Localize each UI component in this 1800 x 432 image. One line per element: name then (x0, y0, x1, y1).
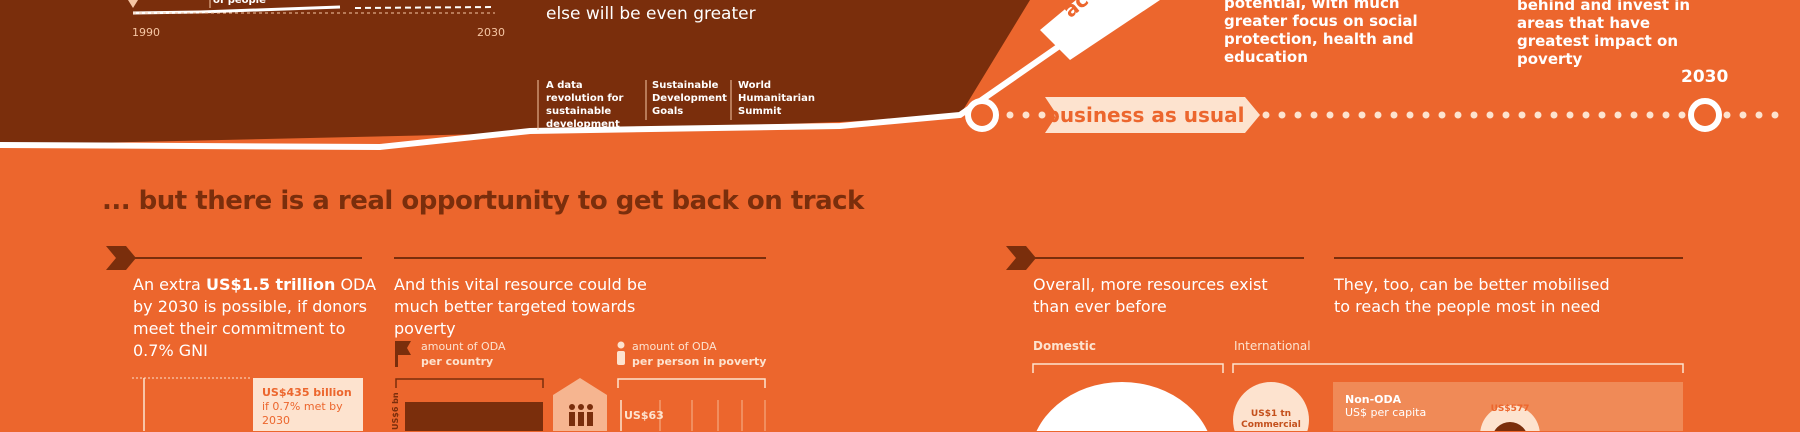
trend-marker (128, 0, 138, 8)
bau-badge (1045, 97, 1260, 133)
domestic-label: Domestic (1033, 339, 1096, 353)
timeline-node-now (965, 98, 999, 132)
panel1-text-pre: An extra (133, 275, 206, 294)
section-title: ... but there is a real opportunity to g… (102, 186, 864, 216)
nonoda-sub: US$ per capita (1345, 406, 1427, 419)
top-left-label: of people (213, 0, 266, 6)
right-year: 2030 (1681, 67, 1729, 87)
callout-box (253, 378, 363, 431)
oda-bar (405, 402, 543, 431)
person-icon (617, 351, 625, 365)
flag-icon (398, 341, 411, 355)
value-label: US$63 (624, 409, 664, 422)
panel1-text-post: ODA by 2030 is possible, if donors meet … (133, 275, 377, 360)
event-whs: World Humanitarian Summit (738, 80, 815, 117)
panel1-callout-bold: US$435 billion (262, 386, 352, 399)
panel1-text: An extra US$1.5 trillion ODA by 2030 is … (133, 274, 377, 362)
right-col1-text: potential, with much greater focus on so… (1224, 0, 1418, 66)
nonoda-value: US$577 (1490, 404, 1530, 414)
nonoda-label: Non-ODA US$ per capita (1345, 393, 1426, 419)
panel4-text: They, too, can be better mobilised to re… (1334, 275, 1610, 316)
commercial-circle (1233, 382, 1309, 431)
domestic-circle (1036, 382, 1208, 431)
legend-oda-person: amount of ODA per person in poverty (632, 339, 766, 369)
panel1-callout: US$435 billion if 0.7% met by 2030 (262, 386, 362, 428)
event-sdgs: Sustainable Development Goals (652, 80, 727, 117)
right-col2-text: behind and invest in areas that have gre… (1517, 0, 1691, 68)
year-start: 1990 (132, 26, 160, 39)
timeline-center-text: else will be even greater (546, 4, 756, 24)
nonoda-title: Non-ODA (1345, 393, 1402, 406)
legend2-line2: per person in poverty (632, 355, 767, 368)
panel2-text: And this vital resource could be much be… (394, 275, 647, 338)
panel1-callout-rest: if 0.7% met by 2030 (262, 400, 343, 427)
legend-oda-country: amount of ODA per country (421, 339, 506, 369)
timeline-node-2030 (1688, 98, 1722, 132)
action-banner (1040, 0, 1160, 60)
brown-band (0, 0, 1117, 145)
timeline-line (0, 0, 1131, 151)
panel1-text-bold: US$1.5 trillion (205, 275, 336, 294)
panel3-text: Overall, more resources exist than ever … (1033, 275, 1268, 316)
legend2-line1: amount of ODA (632, 340, 717, 353)
international-label: International (1234, 339, 1311, 353)
event-data-revolution: A data revolution for sustainable develo… (546, 80, 624, 130)
legend1-line1: amount of ODA (421, 340, 506, 353)
circle-line2: Commercial (1241, 420, 1301, 430)
bau-label: business as usual (1045, 103, 1245, 127)
chevron-right-section (1006, 246, 1036, 270)
trend-line (132, 5, 341, 15)
commercial-circle-text: US$1 tn Commercial (1238, 409, 1304, 431)
bar-label: US$6 bn (391, 392, 400, 430)
circle-line1: US$1 tn (1250, 409, 1292, 419)
trend-line-projection (354, 6, 496, 9)
year-end: 2030 (477, 26, 505, 39)
bar-label-wrap: US$6 bn (391, 392, 405, 432)
chevron-left-section (106, 246, 136, 270)
legend1-line2: per country (421, 355, 494, 368)
